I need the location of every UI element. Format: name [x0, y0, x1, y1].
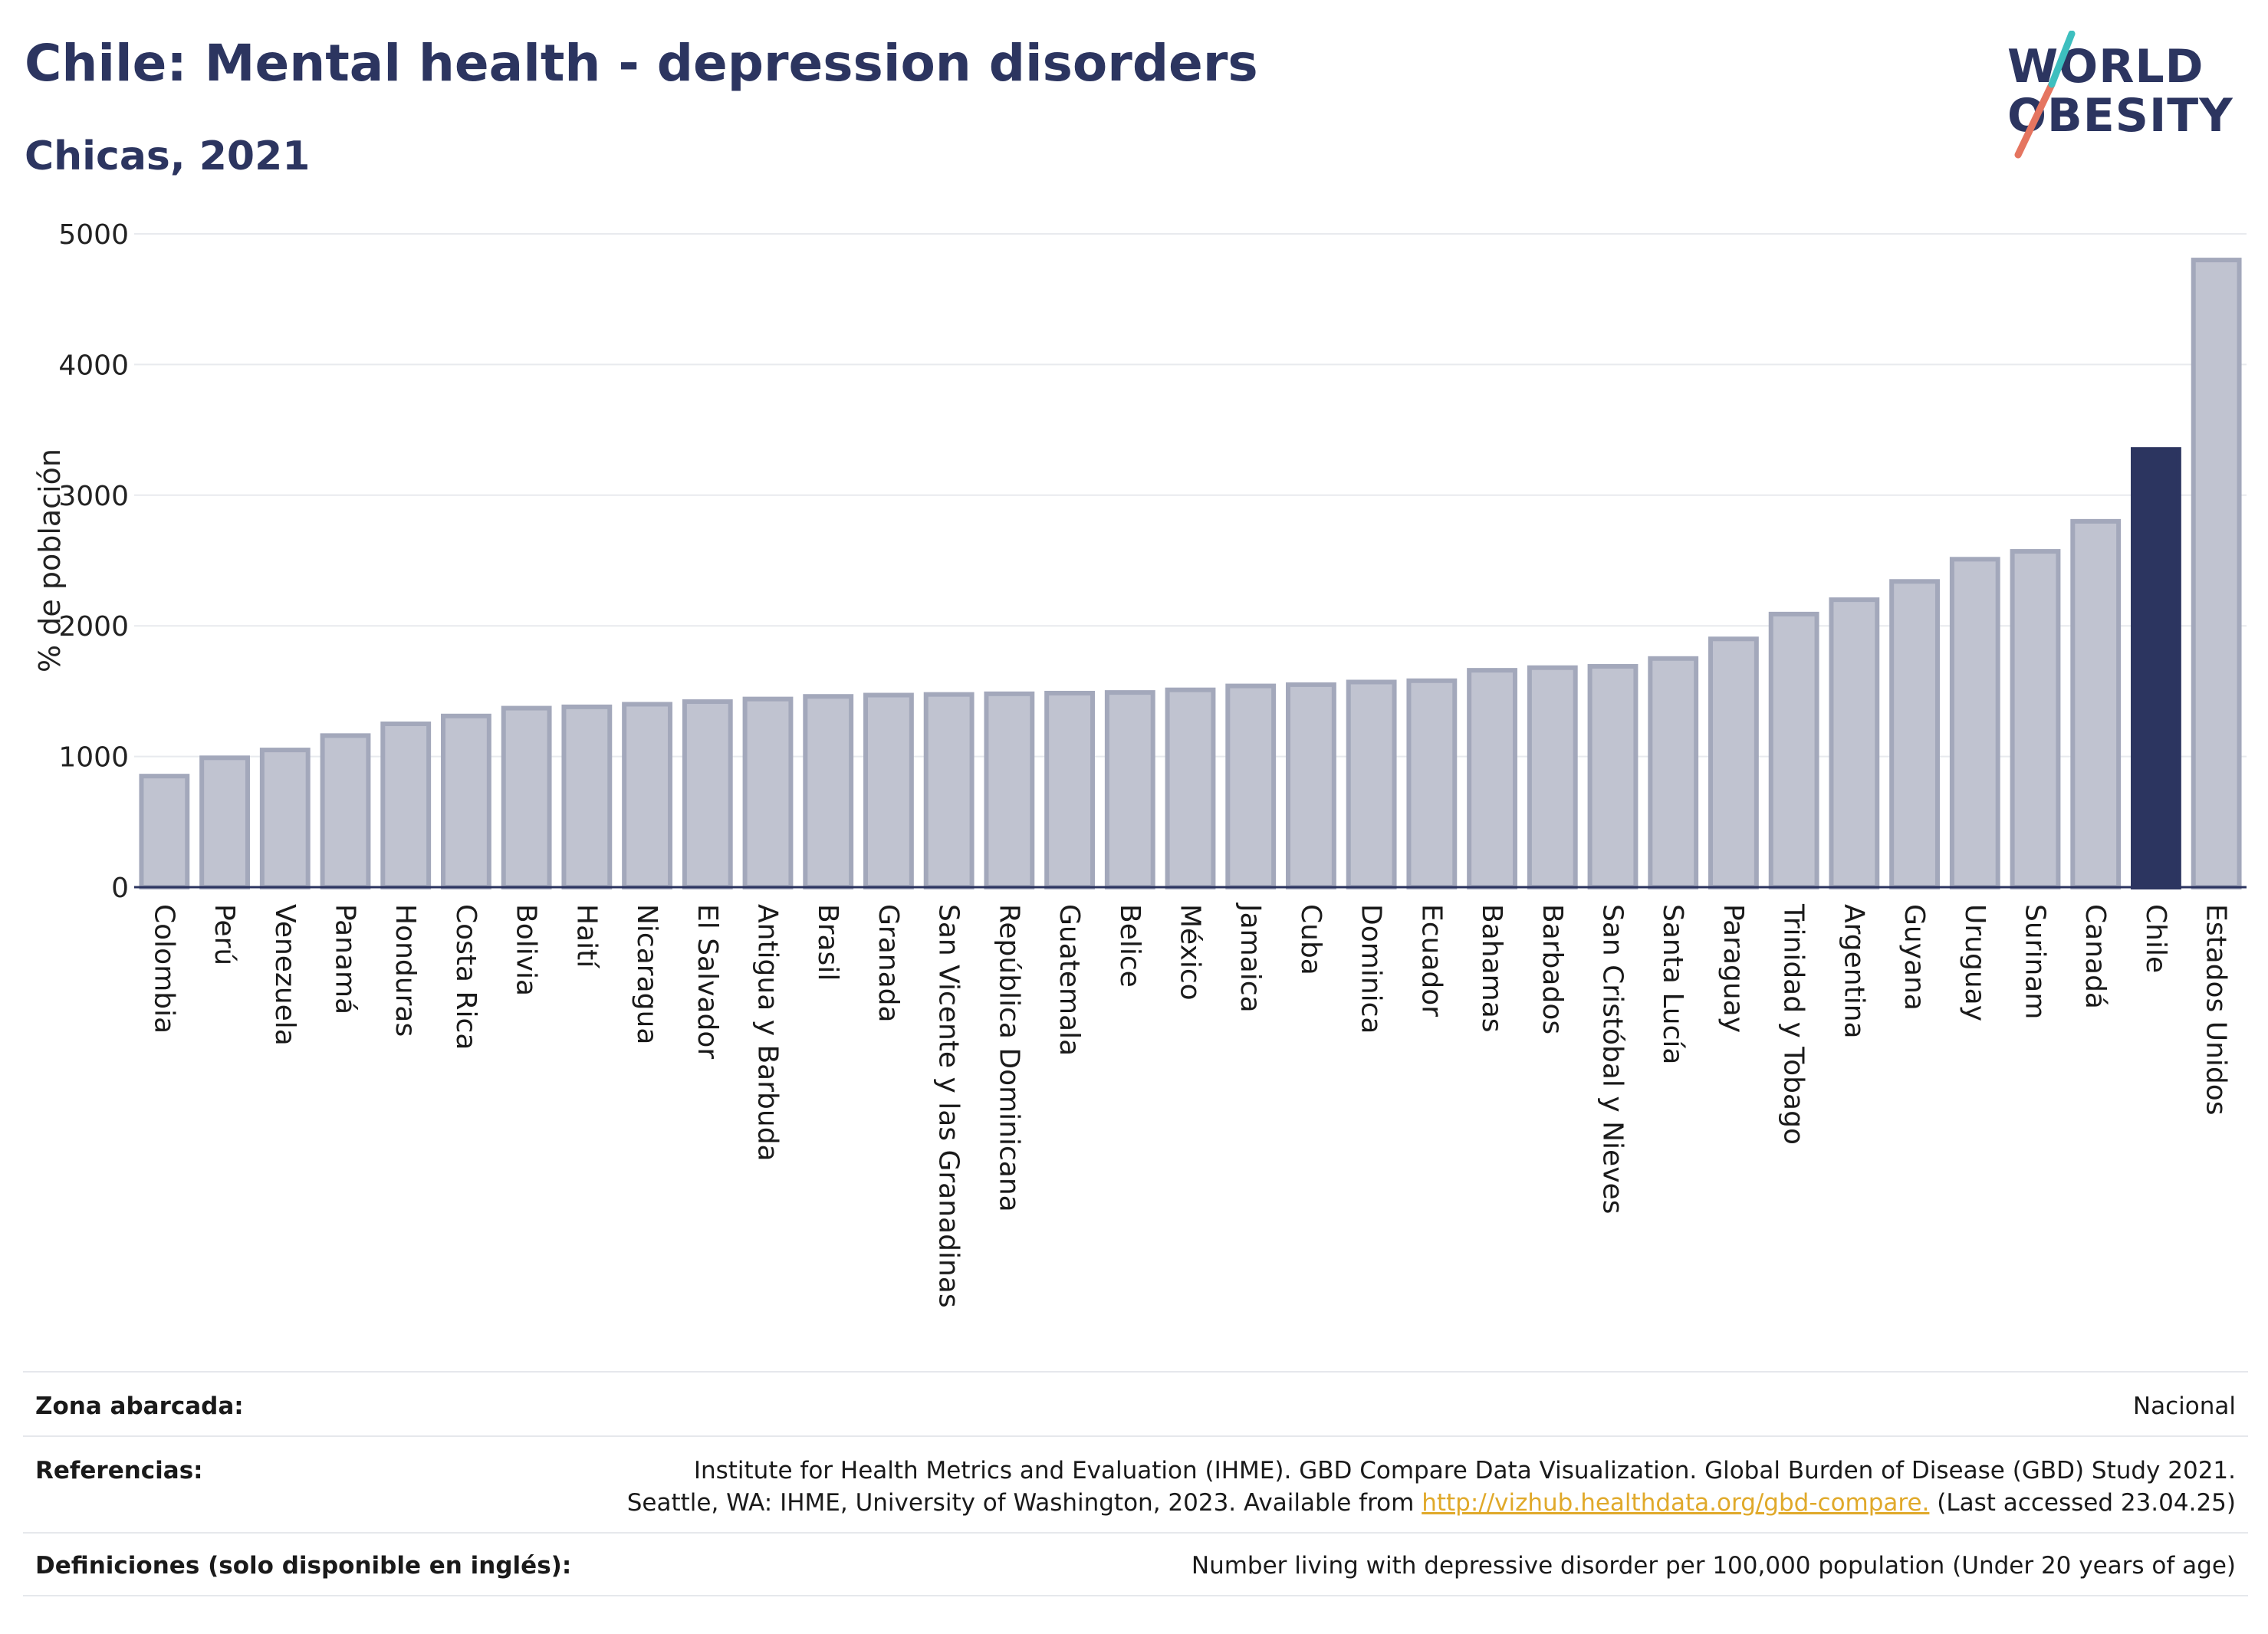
x-tick-label: San Vicente y las Granadinas	[933, 904, 965, 1308]
y-tick-label: 3000	[58, 481, 129, 512]
x-tick-label: Perú	[209, 904, 240, 965]
x-tick-label: Brasil	[812, 904, 843, 981]
logo-line-1: WORLD	[2007, 40, 2204, 94]
references-text: Seattle, WA: IHME, University of Washing…	[626, 1489, 1422, 1517]
bar	[2191, 258, 2242, 889]
bar	[1467, 668, 1517, 889]
bar	[1648, 656, 1699, 889]
bar	[441, 713, 491, 889]
x-tick-label: Jamaica	[1234, 902, 1266, 1013]
x-tick-label: Surinam	[2020, 904, 2051, 1019]
x-tick-label: Guyana	[1898, 904, 1930, 1011]
x-tick-label: Nicaragua	[631, 904, 662, 1044]
chart-subtitle: Chicas, 2021	[25, 133, 311, 179]
x-tick-label: Dominica	[1356, 904, 1387, 1034]
bar	[501, 705, 552, 889]
bar	[622, 702, 672, 889]
bar	[1406, 678, 1458, 889]
bar	[1889, 579, 1940, 889]
bar	[561, 704, 613, 890]
x-tick-label: Colombia	[148, 904, 179, 1034]
x-tick-label: Antigua y Barbuda	[752, 904, 784, 1162]
definitions-value: Number living with depressive disorder p…	[1191, 1552, 2236, 1580]
bar	[923, 692, 975, 889]
bar	[199, 755, 250, 890]
coverage-value: Nacional	[2132, 1392, 2236, 1420]
y-tick-label: 2000	[58, 611, 129, 643]
bar	[803, 694, 854, 889]
chart-title: Chile: Mental health - depression disord…	[25, 34, 1258, 93]
bar	[2070, 518, 2122, 889]
bar	[1768, 611, 1819, 889]
bar	[863, 692, 914, 890]
references-accessed: (Last accessed 23.04.25)	[1929, 1489, 2236, 1517]
x-tick-label: Costa Rica	[450, 904, 482, 1050]
x-tick-label: Guatemala	[1053, 904, 1085, 1056]
bar	[984, 691, 1035, 889]
bar	[1949, 557, 2000, 889]
x-tick-label: Haití	[570, 904, 602, 968]
bar	[1165, 687, 1216, 889]
x-tick-label: Barbados	[1537, 904, 1568, 1034]
x-tick-label: Belice	[1114, 904, 1146, 988]
x-tick-label: El Salvador	[692, 904, 723, 1059]
bar	[320, 733, 371, 889]
definitions-label: Definiciones (solo disponible en inglés)…	[35, 1552, 572, 1580]
divider	[23, 1371, 2248, 1373]
bar	[1829, 597, 1880, 889]
bar-chart: 0 1000 2000 3000 4000 5000 % de población Colom…	[33, 219, 2247, 1308]
divider	[23, 1532, 2248, 1534]
x-tick-label: Estados Unidos	[2201, 904, 2232, 1116]
bar	[2131, 447, 2181, 890]
bar	[1044, 690, 1095, 889]
divider	[23, 1595, 2248, 1596]
x-tick-label: Chile	[2140, 904, 2171, 973]
x-tick-label: Honduras	[390, 904, 421, 1037]
bar	[1708, 636, 1759, 889]
coverage-label: Zona abarcada:	[35, 1392, 244, 1420]
y-tick-label: 5000	[58, 219, 129, 251]
x-tick-label: República Dominicana	[993, 904, 1024, 1212]
bar	[1286, 682, 1336, 889]
references-line-2: Seattle, WA: IHME, University of Washing…	[627, 1489, 2236, 1517]
references-label: Referencias:	[35, 1457, 203, 1484]
bar	[1225, 683, 1277, 889]
x-tick-label: Granada	[873, 904, 904, 1023]
x-tick-label: Bahamas	[1476, 904, 1507, 1033]
bar	[1587, 664, 1639, 889]
x-tick-label: Venezuela	[269, 904, 301, 1046]
bar	[139, 774, 190, 889]
bar	[1104, 690, 1155, 889]
bar	[2010, 549, 2061, 889]
references-line-1: Institute for Health Metrics and Evaluat…	[693, 1457, 2236, 1484]
x-tick-label: Trinidad y Tobago	[1778, 903, 1809, 1145]
divider	[23, 1435, 2248, 1437]
x-tick-label: Cuba	[1295, 904, 1326, 975]
bar	[380, 722, 432, 889]
y-tick-label: 0	[111, 873, 129, 904]
bar	[742, 696, 794, 890]
x-tick-label: Santa Lucía	[1657, 904, 1688, 1064]
x-tick-label: México	[1175, 904, 1206, 1001]
y-tick-label: 1000	[58, 742, 129, 774]
bar	[682, 699, 733, 889]
x-tick-label: Uruguay	[1959, 904, 1990, 1021]
bar	[1346, 679, 1397, 889]
x-tick-label: San Cristóbal y Nieves	[1597, 904, 1629, 1214]
x-tick-label: Paraguay	[1717, 904, 1749, 1033]
x-tick-label: Argentina	[1838, 904, 1869, 1039]
bar	[1527, 665, 1578, 890]
y-axis-label: % de población	[33, 449, 67, 672]
x-tick-label: Panamá	[330, 904, 361, 1014]
references-link[interactable]: http://vizhub.healthdata.org/gbd-compare…	[1422, 1489, 1930, 1517]
x-tick-label: Bolivia	[511, 904, 542, 996]
logo-slash-icon	[2014, 31, 2076, 159]
bar	[259, 748, 311, 890]
world-obesity-logo: WORLD OBESITY	[2007, 31, 2253, 161]
y-tick-label: 4000	[58, 350, 129, 381]
x-tick-label: Ecuador	[1415, 904, 1447, 1017]
x-tick-label: Canadá	[2079, 904, 2111, 1009]
